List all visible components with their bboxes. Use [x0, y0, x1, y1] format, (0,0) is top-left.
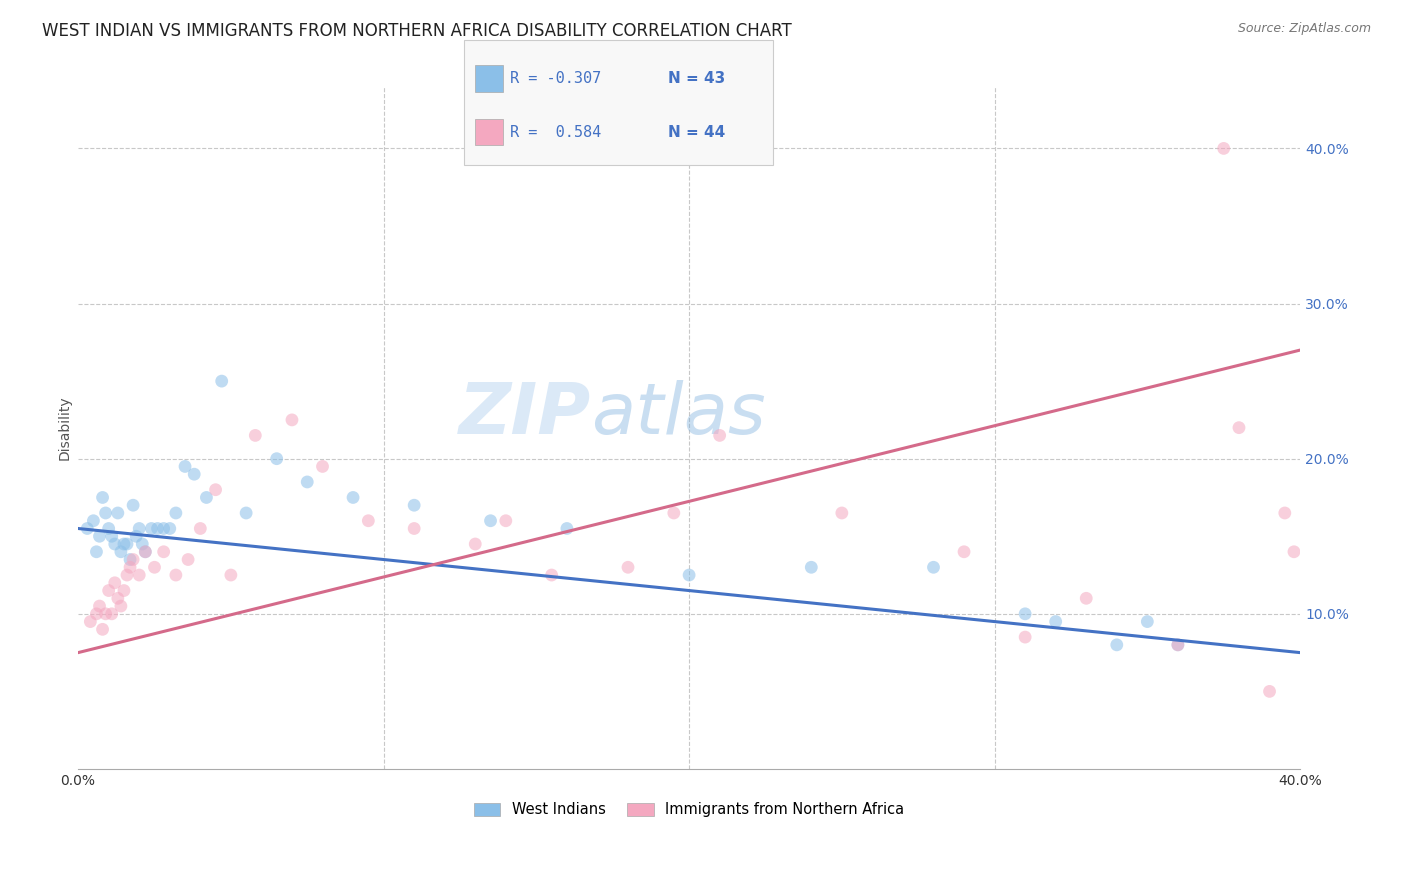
Point — [922, 560, 945, 574]
Point — [177, 552, 200, 566]
Point — [107, 591, 129, 606]
Point — [235, 506, 257, 520]
Point — [97, 521, 120, 535]
Point — [297, 475, 319, 489]
Point — [104, 537, 127, 551]
Point — [125, 529, 148, 543]
Point — [555, 521, 578, 535]
Point — [1014, 630, 1036, 644]
Point — [266, 451, 288, 466]
Point — [82, 514, 104, 528]
Point — [1274, 506, 1296, 520]
Point — [86, 607, 108, 621]
Point — [540, 568, 562, 582]
Point — [143, 560, 166, 574]
Point — [91, 623, 114, 637]
Point — [112, 537, 135, 551]
Point — [94, 506, 117, 520]
Text: atlas: atlas — [592, 379, 766, 449]
Point — [709, 428, 731, 442]
Point — [128, 568, 150, 582]
Point — [404, 498, 426, 512]
Text: Source: ZipAtlas.com: Source: ZipAtlas.com — [1237, 22, 1371, 36]
Text: N = 44: N = 44 — [668, 125, 725, 139]
Point — [404, 521, 426, 535]
Point — [662, 506, 685, 520]
Point — [188, 521, 211, 535]
Point — [94, 607, 117, 621]
Point — [342, 491, 364, 505]
Point — [122, 552, 145, 566]
Point — [204, 483, 226, 497]
Point — [91, 491, 114, 505]
Point — [1167, 638, 1189, 652]
Point — [1258, 684, 1281, 698]
Point — [76, 521, 98, 535]
Legend: West Indians, Immigrants from Northern Africa: West Indians, Immigrants from Northern A… — [468, 797, 910, 823]
Point — [159, 521, 181, 535]
Point — [89, 599, 111, 613]
Y-axis label: Disability: Disability — [58, 395, 72, 460]
Text: WEST INDIAN VS IMMIGRANTS FROM NORTHERN AFRICA DISABILITY CORRELATION CHART: WEST INDIAN VS IMMIGRANTS FROM NORTHERN … — [42, 22, 792, 40]
Point — [122, 498, 145, 512]
Point — [1105, 638, 1128, 652]
Point — [245, 428, 267, 442]
Point — [195, 491, 218, 505]
Point — [110, 599, 132, 613]
Point — [953, 545, 976, 559]
Point — [800, 560, 823, 574]
Point — [464, 537, 486, 551]
Point — [219, 568, 242, 582]
Point — [1167, 638, 1189, 652]
Point — [1282, 545, 1305, 559]
Point — [131, 537, 153, 551]
Point — [311, 459, 333, 474]
Point — [120, 560, 142, 574]
Text: N = 43: N = 43 — [668, 71, 725, 86]
Text: R = -0.307: R = -0.307 — [510, 71, 602, 86]
Point — [115, 537, 138, 551]
Point — [165, 506, 187, 520]
Point — [134, 545, 156, 559]
Point — [152, 521, 174, 535]
Point — [100, 529, 122, 543]
Point — [1014, 607, 1036, 621]
Point — [617, 560, 640, 574]
Point — [112, 583, 135, 598]
Point — [86, 545, 108, 559]
Point — [128, 521, 150, 535]
Point — [100, 607, 122, 621]
Point — [281, 413, 304, 427]
Point — [79, 615, 101, 629]
Text: ZIP: ZIP — [460, 379, 592, 449]
Point — [141, 521, 163, 535]
Point — [479, 514, 502, 528]
Point — [110, 545, 132, 559]
Point — [120, 552, 142, 566]
Point — [146, 521, 169, 535]
Point — [134, 545, 156, 559]
Point — [174, 459, 197, 474]
Point — [211, 374, 233, 388]
Text: R =  0.584: R = 0.584 — [510, 125, 602, 139]
Point — [89, 529, 111, 543]
Point — [115, 568, 138, 582]
Point — [104, 575, 127, 590]
Point — [152, 545, 174, 559]
Point — [678, 568, 700, 582]
Point — [495, 514, 517, 528]
Point — [107, 506, 129, 520]
Point — [357, 514, 380, 528]
Point — [831, 506, 853, 520]
Point — [1045, 615, 1067, 629]
Point — [1076, 591, 1098, 606]
Point — [1227, 420, 1250, 434]
Point — [165, 568, 187, 582]
Point — [1212, 141, 1234, 155]
Point — [1136, 615, 1159, 629]
Point — [97, 583, 120, 598]
Point — [183, 467, 205, 482]
